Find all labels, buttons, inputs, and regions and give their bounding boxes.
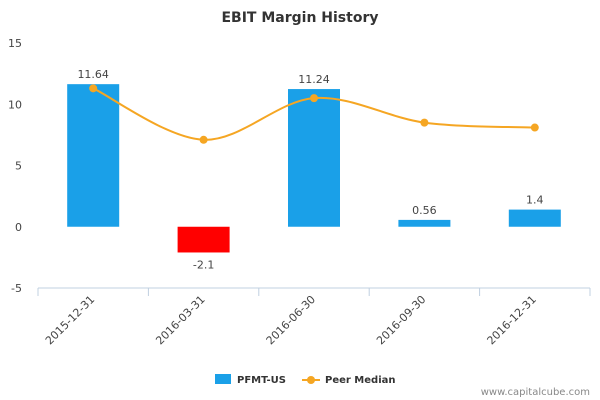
watermark: www.capitalcube.com	[481, 387, 590, 398]
peer-median-point	[199, 135, 208, 144]
legend-label-pfmt: PFMT-US	[237, 375, 286, 386]
bar-data-label: 11.24	[298, 73, 330, 86]
x-tick-label: 2015-12-31	[43, 293, 97, 347]
peer-median-point	[310, 94, 318, 103]
bar	[288, 89, 340, 227]
bar	[398, 219, 451, 227]
y-tick-label: 5	[15, 160, 22, 173]
y-axis: -5 0 5 10 15	[8, 37, 22, 295]
bar-data-label: 0.56	[412, 204, 437, 217]
y-tick-label: 15	[8, 37, 22, 50]
bar	[508, 209, 561, 227]
bar-data-label: 11.64	[77, 68, 109, 81]
y-tick-label: 0	[15, 221, 22, 234]
bar-data-label: -2.1	[193, 258, 214, 271]
legend-swatch-pfmt	[215, 374, 231, 384]
x-tick-label: 2016-09-30	[374, 293, 428, 347]
peer-median-series	[89, 84, 539, 144]
legend-swatch-marker	[307, 376, 315, 384]
peer-median-point	[530, 123, 539, 132]
peer-median-point	[89, 84, 98, 93]
x-tick-label: 2016-12-31	[485, 293, 539, 347]
y-tick-label: -5	[11, 282, 22, 295]
bar	[177, 226, 230, 253]
x-tick-label: 2016-06-30	[264, 293, 318, 347]
bar	[67, 84, 120, 227]
peer-median-point	[420, 118, 429, 127]
legend-label-peer-median: Peer Median	[325, 375, 396, 386]
bar-data-label: 1.4	[526, 194, 544, 207]
y-tick-label: 10	[8, 98, 22, 111]
x-axis: 2015-12-31 2016-03-31 2016-06-30 2016-09-30…	[37, 287, 591, 347]
x-tick-label: 2016-03-31	[153, 293, 207, 347]
chart-title: EBIT Margin History	[221, 10, 378, 26]
legend: PFMT-US Peer Median	[215, 374, 396, 386]
bar-data-labels: 11.64 -2.1 11.24 0.56 1.4	[77, 68, 543, 271]
bar-series	[67, 84, 561, 253]
